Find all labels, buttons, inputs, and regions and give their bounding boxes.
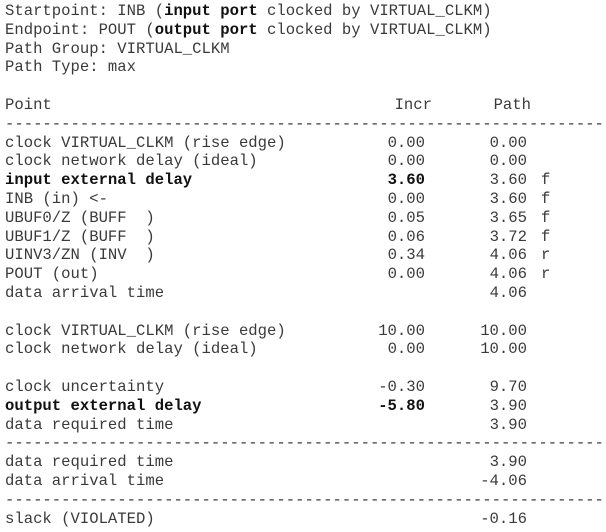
separator: ----------------------------------------… [5, 434, 604, 453]
cell-path: 9.70 [489, 377, 527, 396]
report-row: output external delay -5.80 3.90 [5, 397, 605, 416]
cell-sfx: r [541, 246, 551, 265]
column-incr: Incr [394, 95, 432, 114]
report-row: clock VIRTUAL_CLKM (rise edge) 0.00 0.00 [5, 134, 605, 153]
cell-incr: -5.80 [378, 396, 425, 415]
cell-path: 4.06 [489, 265, 527, 284]
header-text: clocked by VIRTUAL_CLKM) [257, 20, 492, 39]
cell-point: slack (VIOLATED) [5, 509, 155, 528]
cell-path: -0.16 [480, 509, 527, 528]
cell-point: data required time [5, 453, 174, 472]
cell-point: UBUF1/Z (BUFF ) [5, 227, 155, 246]
cell-path: 3.72 [489, 227, 527, 246]
cell-point: data arrival time [5, 471, 165, 490]
cell-sfx: r [541, 265, 551, 284]
report-row: UBUF1/Z (BUFF ) 0.06 3.72 f [5, 228, 605, 247]
header-text: Path Type: max [5, 58, 137, 77]
separator: ----------------------------------------… [5, 490, 604, 509]
cell-path: 3.65 [489, 208, 527, 227]
report-row: clock network delay (ideal) 0.00 0.00 [5, 152, 605, 171]
cell-incr: 0.34 [387, 246, 425, 265]
report-row: slack (VIOLATED) -0.16 [5, 510, 605, 529]
header-line: Endpoint: POUT (output port clocked by V… [5, 21, 605, 40]
cell-sfx: f [541, 171, 551, 190]
cell-point: clock VIRTUAL_CLKM (rise edge) [5, 321, 286, 340]
cell-incr: 0.00 [387, 340, 425, 359]
header-text: Path Group: VIRTUAL_CLKM [5, 39, 230, 58]
cell-incr: 0.00 [387, 152, 425, 171]
column-path: Path [493, 95, 531, 114]
cell-path: 3.90 [489, 453, 527, 472]
report-row: UBUF0/Z (BUFF ) 0.05 3.65 f [5, 209, 605, 228]
report-row: clock uncertainty -0.30 9.70 [5, 378, 605, 397]
cell-incr: 0.00 [387, 265, 425, 284]
cell-incr: 0.06 [387, 227, 425, 246]
cell-incr: 10.00 [378, 321, 425, 340]
cell-sfx: f [541, 208, 551, 227]
column-headers: Point Incr Path [5, 96, 605, 115]
cell-incr: -0.30 [378, 377, 425, 396]
cell-path: -4.06 [480, 471, 527, 490]
report-row: clock VIRTUAL_CLKM (rise edge) 10.00 10.00 [5, 322, 605, 341]
cell-point: clock network delay (ideal) [5, 340, 258, 359]
cell-point: clock network delay (ideal) [5, 152, 258, 171]
cell-incr: 3.60 [387, 171, 425, 190]
cell-incr: 0.00 [387, 133, 425, 152]
cell-path: 3.90 [489, 415, 527, 434]
cell-point: output external delay [5, 396, 202, 415]
report-row: UINV3/ZN (INV ) 0.34 4.06 r [5, 246, 605, 265]
cell-path: 4.06 [489, 246, 527, 265]
cell-point: input external delay [5, 171, 193, 190]
report-row: INB (in) <- 0.00 3.60 f [5, 190, 605, 209]
column-point: Point [5, 95, 52, 114]
report-row: data arrival time 4.06 [5, 284, 605, 303]
blank-line [5, 359, 605, 378]
header-line: Path Type: max [5, 58, 605, 77]
timing-report: Startpoint: INB (input port clocked by V… [5, 2, 605, 528]
header-line: Startpoint: INB (input port clocked by V… [5, 2, 605, 21]
cell-path: 3.90 [489, 396, 527, 415]
cell-point: data required time [5, 415, 174, 434]
report-row: data required time 3.90 [5, 416, 605, 435]
cell-path: 3.60 [489, 171, 527, 190]
cell-point: UBUF0/Z (BUFF ) [5, 208, 155, 227]
cell-point: POUT (out) [5, 265, 99, 284]
cell-point: INB (in) <- [5, 189, 108, 208]
header-text: input port [164, 2, 258, 20]
cell-sfx: f [541, 189, 551, 208]
cell-incr: 0.05 [387, 208, 425, 227]
cell-path: 4.06 [489, 283, 527, 302]
header-text: clocked by VIRTUAL_CLKM) [257, 2, 492, 20]
report-header: Startpoint: INB (input port clocked by V… [5, 2, 605, 77]
cell-point: clock VIRTUAL_CLKM (rise edge) [5, 133, 286, 152]
separator: ----------------------------------------… [5, 114, 604, 133]
cell-path: 3.60 [489, 189, 527, 208]
cell-point: UINV3/ZN (INV ) [5, 246, 155, 265]
cell-sfx: f [541, 227, 551, 246]
blank-line [5, 77, 605, 96]
header-line: Path Group: VIRTUAL_CLKM [5, 40, 605, 59]
header-text: output port [154, 20, 258, 39]
cell-incr: 0.00 [387, 189, 425, 208]
report-row: POUT (out) 0.00 4.06 r [5, 265, 605, 284]
report-row: data arrival time -4.06 [5, 472, 605, 491]
cell-path: 0.00 [489, 152, 527, 171]
report-rows: ----------------------------------------… [5, 115, 605, 529]
cell-path: 10.00 [480, 321, 527, 340]
report-row: clock network delay (ideal) 0.00 10.00 [5, 340, 605, 359]
report-row: input external delay 3.60 3.60 f [5, 171, 605, 190]
cell-point: data arrival time [5, 283, 165, 302]
cell-path: 10.00 [480, 340, 527, 359]
header-text: Startpoint: INB ( [5, 2, 165, 20]
cell-point: clock uncertainty [5, 377, 165, 396]
blank-line [5, 303, 605, 322]
report-row: data required time 3.90 [5, 453, 605, 472]
cell-path: 0.00 [489, 133, 527, 152]
header-text: Endpoint: POUT ( [5, 20, 155, 39]
